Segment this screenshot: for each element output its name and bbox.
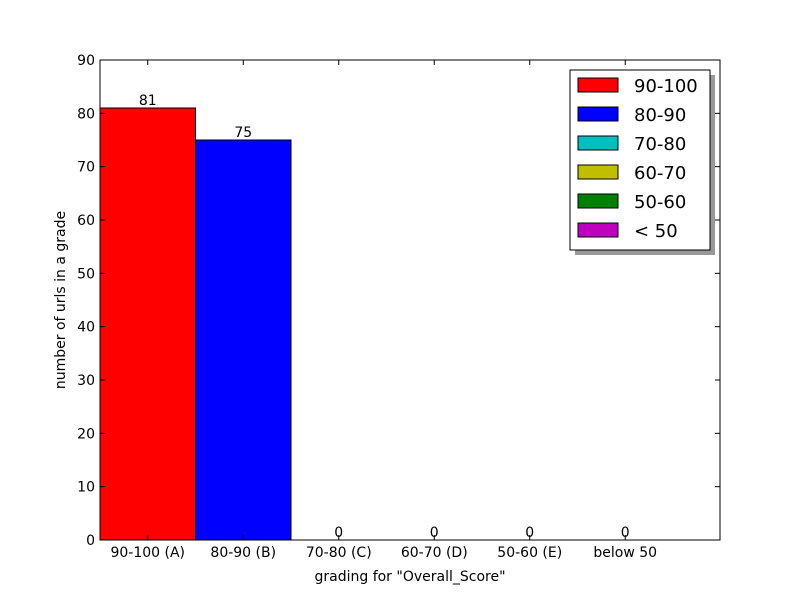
y-tick-label-3: 30 [77,373,95,389]
data-label-5: 0 [621,525,630,541]
data-label-1: 75 [234,125,252,141]
legend-swatch-3 [577,164,619,180]
data-label-2: 0 [334,525,343,541]
y-tick-label-7: 70 [77,160,95,176]
x-tick-label-0: 90-100 (A) [110,545,185,561]
axes-layer: 0 10 20 30 40 50 60 70 80 90 90-100 (A) 80-90 (B) 70… [77,53,720,561]
legend-swatch-4 [577,193,619,209]
legend-swatch-2 [577,135,619,151]
bars-layer: 81 75 0 0 0 0 [99,93,630,541]
plot-frame [99,59,721,541]
y-tick-label-0: 0 [86,533,95,549]
legend-swatch-5 [577,222,619,238]
y-tick-label-9: 90 [77,53,95,69]
x-tick-label-3: 60-70 (D) [401,545,468,561]
bar-0 [99,107,196,541]
x-tick-label-2: 70-80 (C) [306,545,372,561]
bar-1 [195,139,292,541]
legend-label-2: 70-80 [634,134,686,155]
y-tick-label-8: 80 [77,106,95,122]
x-tick-label-5: below 50 [593,545,657,561]
x-tick-label-4: 50-60 (E) [497,545,562,561]
legend-label-5: < 50 [634,221,678,242]
legend-label-3: 60-70 [634,163,686,184]
y-axis-label: number of urls in a grade [53,211,69,389]
legend: 90-100 80-90 70-80 60-70 50-60 < 50 [569,69,715,255]
y-tick-label-6: 60 [77,213,95,229]
y-tick-label-4: 40 [77,320,95,336]
legend-label-1: 80-90 [634,105,686,126]
x-axis-label: grading for "Overall_Score" [314,569,505,585]
data-label-0: 81 [139,93,157,109]
legend-swatch-0 [577,77,619,93]
x-tick-label-1: 80-90 (B) [210,545,276,561]
y-tick-label-2: 20 [77,426,95,442]
data-label-3: 0 [430,525,439,541]
legend-label-0: 90-100 [634,76,698,97]
legend-frame [569,69,711,251]
legend-label-4: 50-60 [634,192,686,213]
y-tick-label-5: 50 [77,266,95,282]
y-tick-label-1: 10 [77,480,95,496]
data-label-4: 0 [525,525,534,541]
legend-swatch-1 [577,106,619,122]
